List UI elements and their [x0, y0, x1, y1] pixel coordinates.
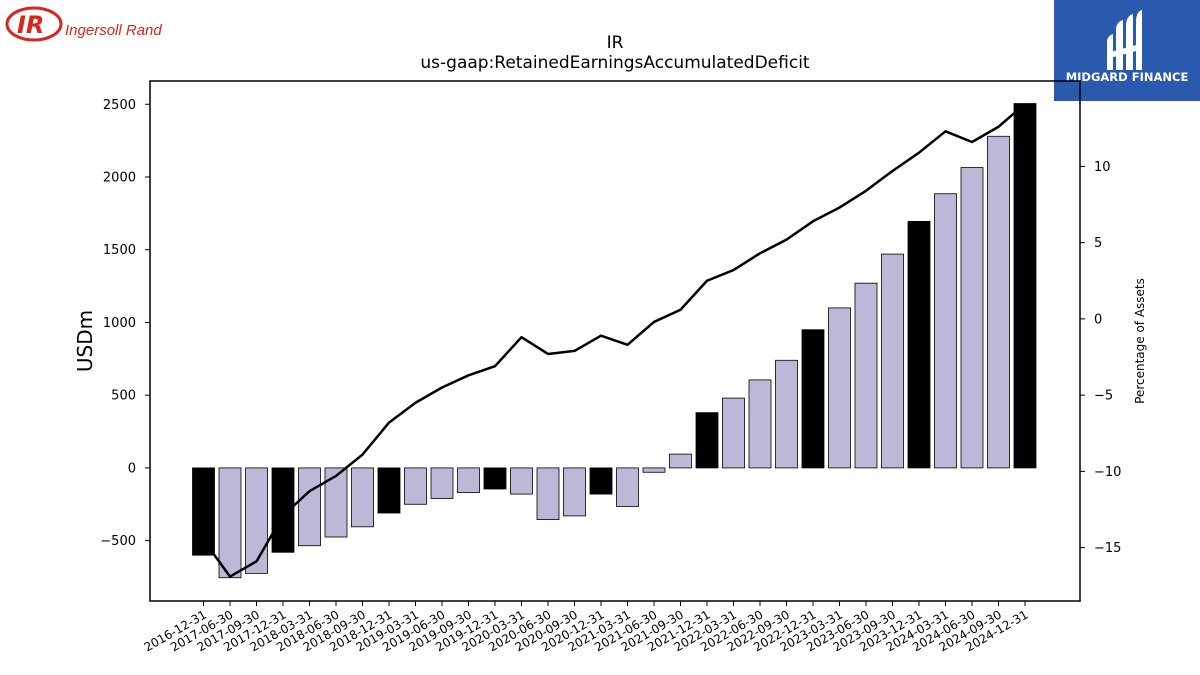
bars-layer [192, 103, 1037, 579]
bar-2020-12-31 [589, 467, 613, 495]
bar-2018-06-30 [324, 467, 348, 538]
bar-2022-12-31 [801, 329, 825, 469]
bar-2020-09-30 [563, 467, 586, 517]
y-tick-label: 500 [111, 389, 136, 404]
bar-2022-03-31 [722, 397, 745, 469]
bar-2020-06-30 [536, 467, 560, 520]
bar-2018-12-31 [377, 467, 401, 514]
ir-logo-name: Ingersoll Rand [65, 22, 162, 39]
chart-title: IR [607, 33, 624, 53]
y2-tick-label: 0 [1094, 312, 1102, 327]
bar-2019-09-30 [457, 467, 480, 494]
chart-subtitle: us-gaap:RetainedEarningsAccumulatedDefic… [420, 53, 810, 73]
left-axis: −500 0 500 1000 1500 2000 2500 [100, 98, 150, 549]
bar-2021-12-31 [695, 412, 719, 469]
bar-2024-03-31 [934, 193, 957, 469]
bar-2018-09-30 [351, 467, 374, 528]
bar-2021-03-31 [616, 467, 639, 507]
right-axis: −15 −10 −5 0 5 10 [1080, 160, 1121, 556]
y-tick-label: −500 [100, 534, 136, 549]
y2-tick-label: 10 [1094, 160, 1111, 175]
ingersoll-rand-logo: IR Ingersoll Rand [5, 6, 162, 42]
bar-2022-06-30 [748, 379, 772, 469]
x-axis: 2016-12-312017-06-302017-09-302017-12-31… [142, 601, 1031, 654]
bar-2017-06-30 [218, 467, 242, 579]
plot-frame [149, 80, 1081, 602]
y2-tick-label: −10 [1094, 465, 1121, 480]
y2-tick-label: −15 [1094, 541, 1121, 556]
y-tick-label: 2500 [103, 98, 136, 113]
bar-2023-03-31 [828, 307, 851, 469]
bar-2020-03-31 [510, 467, 533, 495]
y-tick-label: 1500 [103, 243, 136, 258]
y-tick-label: 0 [128, 461, 136, 476]
midgard-logo-name: MIDGARD FINANCE [1066, 70, 1189, 84]
bar-2024-06-30 [960, 167, 984, 469]
bar-2018-03-31 [298, 467, 321, 547]
y-axis-label: USDm [73, 310, 97, 372]
bar-2024-09-30 [987, 135, 1010, 469]
y2-axis-label: Percentage of Assets [1133, 278, 1147, 404]
bar-2017-12-31 [271, 467, 295, 553]
bar-2019-12-31 [483, 467, 507, 490]
midgard-logo-emblem [1107, 10, 1142, 70]
midgard-finance-logo: MIDGARD FINANCE [1054, 0, 1200, 101]
ir-logo-mark: IR [17, 11, 44, 39]
percentage-of-assets-line [202, 102, 1026, 578]
bar-2023-06-30 [854, 282, 878, 469]
line-layer [202, 102, 1026, 578]
y2-tick-label: −5 [1094, 389, 1113, 404]
bar-2019-06-30 [430, 467, 454, 499]
bar-2021-09-30 [669, 453, 692, 469]
bar-2021-06-30 [642, 467, 666, 473]
bar-2016-12-31 [192, 467, 215, 556]
bar-2019-03-31 [404, 467, 427, 505]
ir-logo-oval [5, 6, 63, 42]
bar-2023-12-31 [907, 220, 931, 469]
y-tick-label: 2000 [103, 171, 136, 186]
bar-2024-12-31 [1013, 103, 1037, 469]
y-tick-label: 1000 [103, 316, 136, 331]
y2-tick-label: 5 [1094, 236, 1102, 251]
bar-2023-09-30 [881, 253, 904, 469]
bar-2022-09-30 [775, 359, 798, 469]
bar-2017-09-30 [245, 467, 268, 574]
